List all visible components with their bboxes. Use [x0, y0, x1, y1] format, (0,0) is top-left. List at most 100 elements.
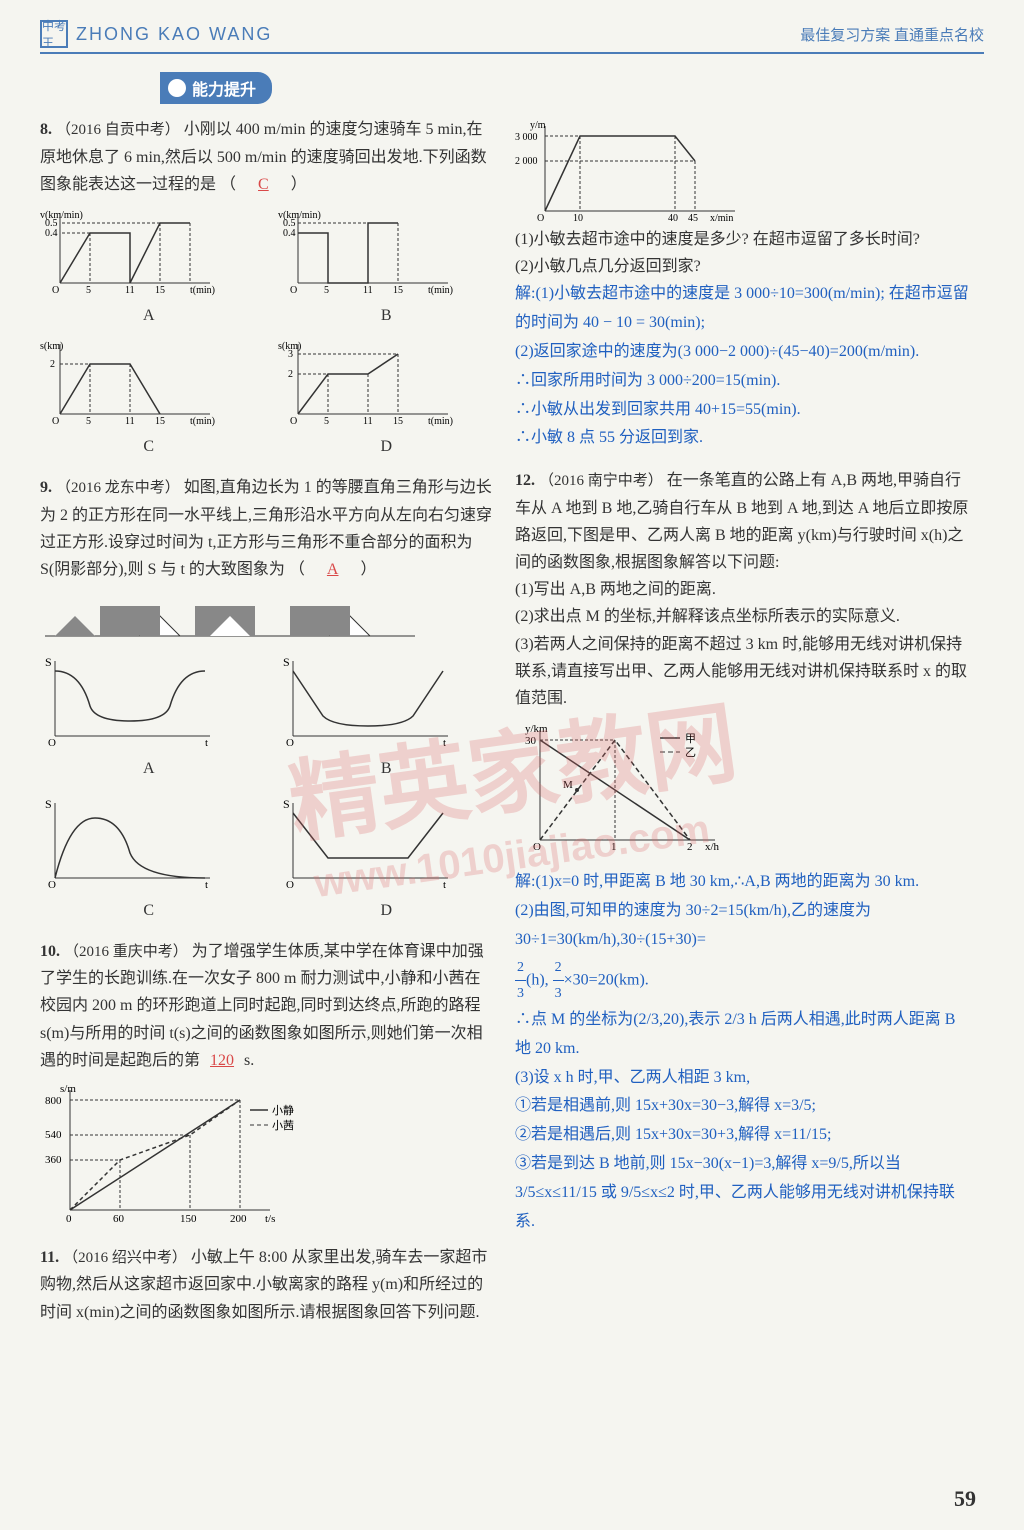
- p12-sol-0: 解:(1)x=0 时,甲距离 B 地 30 km,∴A,B 两地的距离为 30 …: [515, 868, 970, 897]
- svg-text:0: 0: [66, 1213, 72, 1225]
- svg-text:S: S: [45, 655, 52, 669]
- svg-text:3 000: 3 000: [515, 132, 538, 143]
- header-subtitle: 最佳复习方案 直通重点名校: [800, 24, 984, 45]
- svg-text:O: O: [290, 416, 297, 427]
- p9-chart-D: S O t D: [278, 793, 496, 924]
- p9-chart-A: S O t A: [40, 651, 258, 782]
- p11-solution: 解:(1)小敏去超市途中的速度是 3 000÷10=300(m/min); 在超…: [515, 280, 970, 453]
- svg-text:45: 45: [688, 213, 698, 224]
- svg-text:2: 2: [687, 841, 693, 853]
- svg-text:x/min: x/min: [710, 213, 733, 224]
- svg-text:800: 800: [45, 1095, 62, 1107]
- p11-sol-3: ∴小敏从出发到回家共用 40+15=55(min).: [515, 396, 970, 425]
- svg-text:11: 11: [363, 285, 373, 296]
- svg-text:10: 10: [573, 213, 583, 224]
- p8-B-label: B: [278, 302, 496, 329]
- badge-text: 能力提升: [192, 76, 256, 100]
- svg-text:1: 1: [611, 841, 617, 853]
- problem-10-text: 为了增强学生体质,某中学在体育课中加强了学生的长跑训练.在一次女子 800 m …: [40, 943, 484, 1069]
- svg-text:2: 2: [288, 369, 293, 380]
- logo-icon: 中考王: [40, 20, 68, 48]
- page-number: 59: [954, 1486, 976, 1512]
- svg-text:200: 200: [230, 1213, 247, 1225]
- svg-text:40: 40: [668, 213, 678, 224]
- header-left: 中考王 ZHONG KAO WANG: [40, 20, 272, 48]
- svg-text:t/s: t/s: [265, 1213, 275, 1225]
- p12-sol-4: ①若是相遇前,则 15x+30x=30−3,解得 x=3/5;: [515, 1092, 970, 1121]
- svg-text:t(min): t(min): [190, 285, 215, 296]
- svg-text:v(km/min): v(km/min): [40, 210, 83, 221]
- right-column: 3 000 2 000 O 10 40 45 x/min y/m (1)小敏去超…: [515, 116, 970, 1340]
- problem-10-source: （2016 重庆中考）: [64, 944, 188, 960]
- svg-text:M: M: [563, 779, 573, 791]
- svg-text:0.4: 0.4: [283, 228, 296, 239]
- p12-q3: (3)若两人之间保持的距离不超过 3 km 时,能够用无线对讲机保持联系,请直接…: [515, 631, 970, 713]
- p11-chart: 3 000 2 000 O 10 40 45 x/min y/m: [515, 116, 970, 226]
- svg-text:t: t: [205, 879, 208, 891]
- problem-11-num: 11.: [40, 1249, 59, 1266]
- svg-text:x/h: x/h: [705, 841, 720, 853]
- svg-text:s/m: s/m: [60, 1083, 76, 1095]
- svg-text:360: 360: [45, 1154, 62, 1166]
- p11-sol-0: 解:(1)小敏去超市途中的速度是 3 000÷10=300(m/min); 在超…: [515, 280, 970, 338]
- p10-chart: 800 540 360 0 60 150 200 t/s s/m 小静 小茜: [40, 1080, 495, 1230]
- p9-figure: [40, 591, 495, 641]
- svg-text:y/km: y/km: [525, 723, 548, 735]
- problem-9-num: 9.: [40, 479, 52, 496]
- p9-B-label: B: [278, 755, 496, 782]
- svg-text:甲: 甲: [685, 733, 696, 745]
- svg-text:小茜: 小茜: [272, 1119, 294, 1132]
- svg-text:5: 5: [86, 285, 91, 296]
- problem-12: 12. （2016 南宁中考） 在一条笔直的公路上有 A,B 两地,甲骑自行车从…: [515, 467, 970, 1236]
- svg-text:O: O: [286, 879, 294, 891]
- problem-8-num: 8.: [40, 121, 52, 138]
- content-area: 8. （2016 自贡中考） 小刚以 400 m/min 的速度匀速骑车 5 m…: [40, 116, 984, 1340]
- svg-text:15: 15: [393, 285, 403, 296]
- svg-text:15: 15: [393, 416, 403, 427]
- section-badge: 能力提升: [160, 72, 272, 104]
- problem-10-num: 10.: [40, 943, 60, 960]
- p8-chart-A: 0.5 0.4 O 5 11 15 t(min) v(km/min) A: [40, 208, 258, 329]
- p8-A-label: A: [40, 302, 258, 329]
- problem-10-answer: 120: [204, 1052, 240, 1069]
- problem-10: 10. （2016 重庆中考） 为了增强学生体质,某中学在体育课中加强了学生的长…: [40, 938, 495, 1230]
- svg-text:5: 5: [324, 416, 329, 427]
- problem-10-unit: s.: [244, 1052, 254, 1069]
- svg-text:t(min): t(min): [190, 416, 215, 427]
- p11-sol-2: ∴回家所用时间为 3 000÷200=15(min).: [515, 367, 970, 396]
- p11-body: (1)小敏去超市途中的速度是多少? 在超市逗留了多长时间? (2)小敏几点几分返…: [515, 226, 970, 453]
- svg-text:s(km): s(km): [278, 341, 301, 352]
- p8-chart-D: 3 2 O 5 11 15 t(min) s(km) D: [278, 339, 496, 460]
- svg-text:y/m: y/m: [530, 120, 546, 131]
- svg-text:O: O: [52, 285, 59, 296]
- svg-text:t: t: [443, 737, 446, 749]
- left-column: 8. （2016 自贡中考） 小刚以 400 m/min 的速度匀速骑车 5 m…: [40, 116, 495, 1340]
- svg-text:11: 11: [125, 416, 135, 427]
- svg-text:2: 2: [50, 359, 55, 370]
- svg-text:11: 11: [363, 416, 373, 427]
- page-header: 中考王 ZHONG KAO WANG 最佳复习方案 直通重点名校: [40, 20, 984, 54]
- svg-text:O: O: [290, 285, 297, 296]
- p8-charts-row2: 2 O 5 11 15 t(min) s(km) C: [40, 339, 495, 460]
- header-title: ZHONG KAO WANG: [76, 24, 272, 45]
- p8-chart-C: 2 O 5 11 15 t(min) s(km) C: [40, 339, 258, 460]
- p12-solution: 解:(1)x=0 时,甲距离 B 地 30 km,∴A,B 两地的距离为 30 …: [515, 868, 970, 1236]
- problem-8-answer: C: [252, 176, 275, 193]
- p12-sol-1: (2)由图,可知甲的速度为 30÷2=15(km/h),乙的速度为 30÷1=3…: [515, 897, 970, 955]
- problem-11: 11. （2016 绍兴中考） 小敏上午 8:00 从家里出发,骑车去一家超市购…: [40, 1244, 495, 1326]
- problem-12-num: 12.: [515, 472, 535, 489]
- svg-text:O: O: [537, 213, 544, 224]
- problem-8: 8. （2016 自贡中考） 小刚以 400 m/min 的速度匀速骑车 5 m…: [40, 116, 495, 460]
- p12-sol-extra: 23(h), 23×30=20(km).: [515, 955, 970, 1006]
- svg-text:S: S: [283, 655, 290, 669]
- svg-text:2 000: 2 000: [515, 156, 538, 167]
- p11-q1: (1)小敏去超市途中的速度是多少? 在超市逗留了多长时间?: [515, 226, 970, 253]
- p12-sol-6: ③若是到达 B 地前,则 15x−30(x−1)=3,解得 x=9/5,所以当 …: [515, 1150, 970, 1236]
- p9-charts-row2: S O t C S O t D: [40, 793, 495, 924]
- p8-C-label: C: [40, 433, 258, 460]
- p8-D-label: D: [278, 433, 496, 460]
- svg-text:15: 15: [155, 285, 165, 296]
- svg-text:0.4: 0.4: [45, 228, 58, 239]
- svg-text:小静: 小静: [272, 1103, 294, 1117]
- problem-9-source: （2016 龙东中考）: [56, 480, 180, 496]
